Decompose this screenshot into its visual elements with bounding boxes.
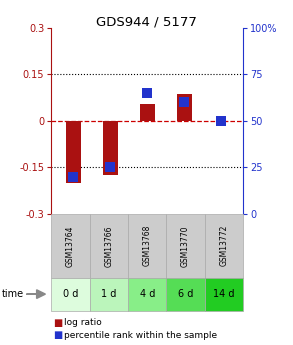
Text: 0 d: 0 d — [63, 289, 78, 299]
Text: GSM13770: GSM13770 — [181, 225, 190, 267]
Point — [219, 118, 223, 124]
Text: GSM13772: GSM13772 — [219, 225, 229, 266]
Text: GDS944 / 5177: GDS944 / 5177 — [96, 16, 197, 29]
Text: percentile rank within the sample: percentile rank within the sample — [64, 331, 218, 340]
Bar — [103, 121, 118, 175]
Text: GSM13766: GSM13766 — [104, 225, 113, 267]
Bar — [140, 104, 155, 121]
Text: ■: ■ — [53, 318, 62, 327]
Text: 1 d: 1 d — [101, 289, 117, 299]
Text: 14 d: 14 d — [213, 289, 235, 299]
Text: log ratio: log ratio — [64, 318, 102, 327]
Point — [182, 99, 186, 105]
Text: time: time — [1, 289, 24, 299]
Point — [108, 165, 113, 170]
Bar — [177, 94, 192, 121]
Text: GSM13764: GSM13764 — [66, 225, 75, 267]
Text: 4 d: 4 d — [139, 289, 155, 299]
Bar — [66, 121, 81, 183]
Text: 6 d: 6 d — [178, 289, 193, 299]
Text: GSM13768: GSM13768 — [143, 225, 152, 266]
Point — [145, 90, 150, 96]
Point — [71, 174, 76, 179]
Text: ■: ■ — [53, 331, 62, 340]
